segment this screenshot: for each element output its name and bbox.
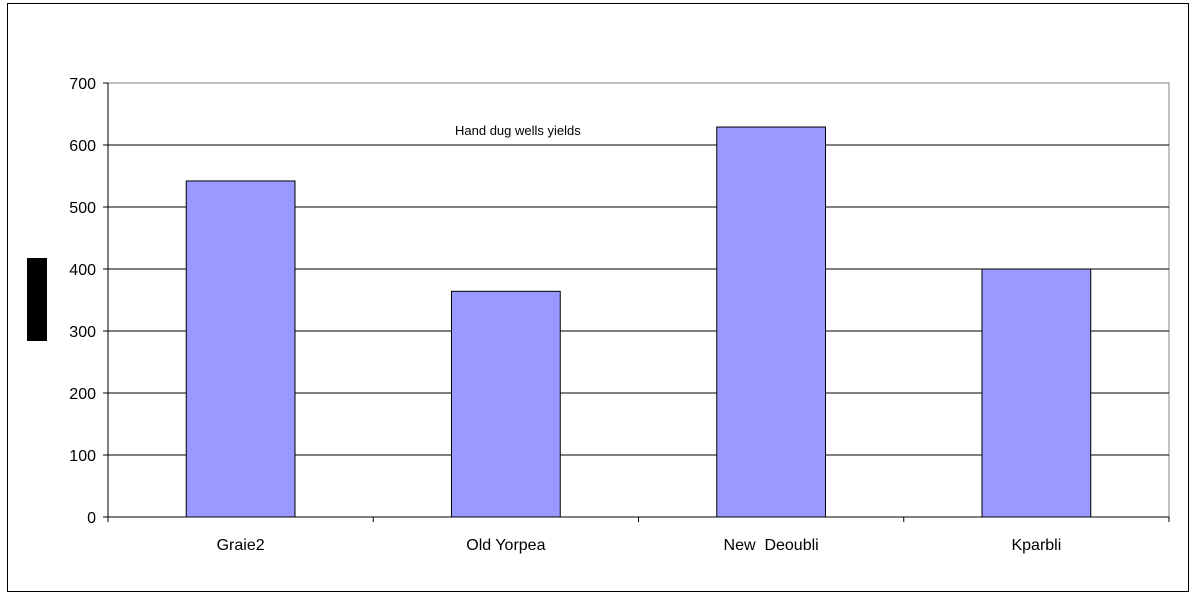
- y-tick-label-200: 200: [69, 386, 96, 403]
- chart-title: Hand dug wells yields: [455, 123, 581, 138]
- y-tick-label-0: 0: [87, 510, 96, 527]
- y-tick-label-100: 100: [69, 448, 96, 465]
- y-tick-label-300: 300: [69, 324, 96, 341]
- bars: [185, 126, 1092, 518]
- y-axis-ticks: 0 100 200 300 400 500 600 700: [69, 76, 109, 527]
- bar-4: [981, 268, 1092, 518]
- x-category-label-2: Old Yorpea: [466, 537, 545, 554]
- y-tick-label-700: 700: [69, 76, 96, 93]
- y-tick-label-600: 600: [69, 138, 96, 155]
- y-tick-label-500: 500: [69, 200, 96, 217]
- bar-3: [716, 126, 827, 518]
- x-category-label-4: Kparbli: [1011, 537, 1061, 554]
- y-tick-label-400: 400: [69, 262, 96, 279]
- redaction-block: [27, 258, 47, 341]
- x-category-label-3: New Deoubli: [724, 537, 819, 554]
- x-category-label-1: Graie2: [217, 537, 265, 554]
- bar-2: [450, 290, 561, 518]
- x-axis-ticks: Graie2 Old Yorpea New Deoubli Kparbli: [107, 516, 1170, 554]
- bar-1: [185, 180, 296, 518]
